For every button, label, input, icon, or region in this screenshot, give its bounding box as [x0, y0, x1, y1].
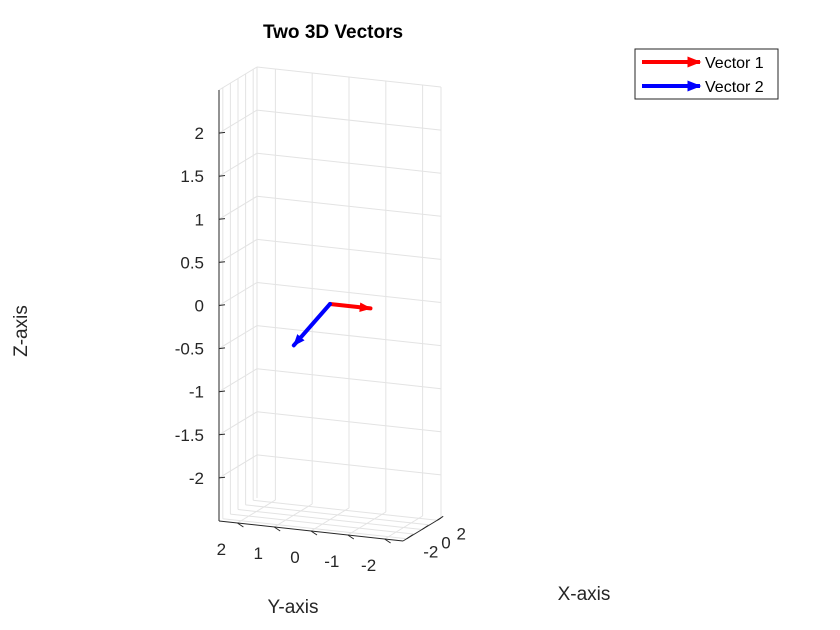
z-tick-label: 0: [195, 297, 204, 316]
y-tick-label: -2: [361, 556, 376, 575]
tick-labels: 21.510.50-0.5-1-1.5-22 1 0 -1 -2-2 0 2: [175, 124, 466, 575]
vectors: [291, 302, 373, 348]
grid-line: [218, 454, 258, 479]
grid-line: [218, 411, 258, 436]
z-tick-label: 1: [195, 210, 204, 229]
box-edge: [256, 66, 442, 88]
grid-line: [218, 282, 258, 306]
x-tick-label: 2: [456, 524, 465, 543]
y-tick: [310, 530, 318, 536]
grid-line: [218, 368, 258, 393]
grid-line: [218, 238, 258, 263]
z-tick-label: -0.5: [175, 340, 204, 359]
x-tick: [421, 525, 429, 530]
legend-label: Vector 1: [705, 55, 764, 72]
z-tick: [218, 304, 226, 306]
z-axis-label: Z-axis: [11, 305, 32, 357]
chart-title: Two 3D Vectors: [263, 22, 403, 43]
z-tick-label: -2: [189, 469, 204, 488]
x-tick: [406, 534, 414, 540]
z-tick: [218, 131, 226, 134]
z-tick: [218, 347, 226, 350]
grid-line: [218, 195, 258, 220]
grid-line: [256, 325, 442, 347]
z-tick: [218, 476, 226, 479]
y-tick: [237, 522, 244, 528]
x-tick-label: -2: [423, 543, 438, 562]
y-tick: [347, 534, 355, 540]
grid-line: [273, 503, 313, 528]
axes: [218, 90, 444, 544]
box-edge: [218, 66, 258, 91]
legend-box: [634, 48, 779, 100]
x-tick: [436, 515, 444, 521]
z-tick-label: -1: [189, 383, 204, 402]
z-tick-label: 0.5: [180, 253, 204, 272]
grid-line: [218, 152, 258, 177]
y-tick: [384, 538, 391, 544]
x-tick-label: 0: [441, 534, 450, 553]
x-axis-label: X-axis: [558, 584, 611, 605]
y-axis-label: Y-axis: [267, 597, 318, 618]
grid-line: [256, 195, 442, 217]
grid-line: [384, 515, 423, 540]
grid-line: [218, 325, 258, 350]
grid-line: [256, 454, 442, 476]
y-tick-label: 2: [217, 540, 226, 559]
legend-label: Vector 2: [705, 79, 764, 96]
grid-line: [256, 152, 442, 174]
grid-line: [256, 282, 442, 303]
y-tick-label: -1: [324, 552, 339, 571]
z-tick: [218, 390, 226, 393]
z-tick-label: 2: [195, 124, 204, 143]
z-tick: [218, 433, 226, 436]
grid-line: [218, 109, 258, 134]
z-tick-label: -1.5: [175, 426, 204, 445]
y-tick-label: 1: [253, 544, 262, 563]
z-tick: [218, 218, 226, 220]
vector-1: [328, 302, 373, 313]
y-tick-label: 0: [290, 548, 299, 567]
vector-2: [291, 302, 332, 348]
z-tick-label: 1.5: [180, 167, 204, 186]
grid-line: [310, 507, 350, 532]
y-tick: [273, 526, 281, 532]
grid-line: [256, 238, 442, 260]
grid-line: [256, 368, 442, 390]
legend: Vector 1 Vector 2: [634, 48, 779, 100]
z-tick: [218, 261, 226, 263]
grid-line: [347, 511, 387, 536]
grid-line: [237, 499, 276, 524]
grid-line: [256, 411, 442, 433]
grid-line: [256, 109, 442, 131]
z-tick: [218, 175, 226, 177]
